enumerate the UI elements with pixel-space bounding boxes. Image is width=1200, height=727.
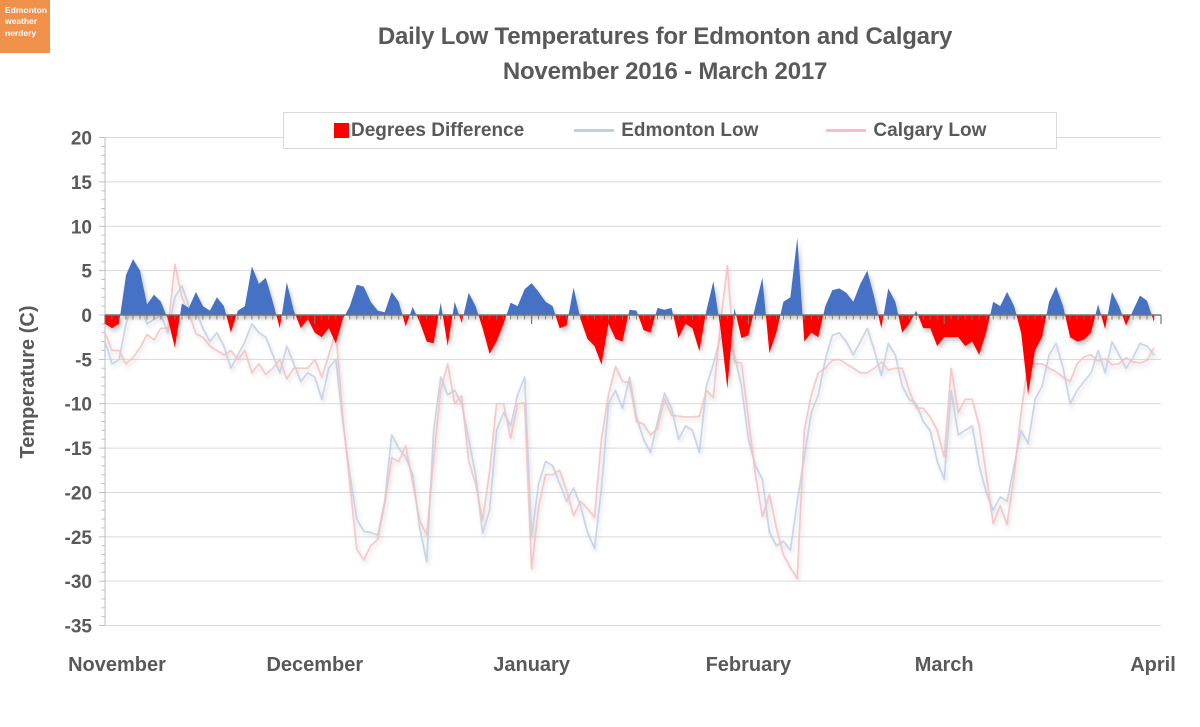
svg-text:March: March xyxy=(915,654,974,676)
svg-text:January: January xyxy=(493,654,571,676)
legend-item-edmonton-low: Edmonton Low xyxy=(574,120,758,142)
svg-text:-30: -30 xyxy=(65,572,92,593)
pink-line-legend-marker xyxy=(826,129,867,132)
svg-text:-35: -35 xyxy=(65,617,93,638)
edmonton-low-line xyxy=(104,284,1155,563)
svg-text:5: 5 xyxy=(81,262,92,283)
svg-text:20: 20 xyxy=(71,129,92,150)
svg-text:15: 15 xyxy=(71,173,93,194)
svg-text:-25: -25 xyxy=(65,528,93,549)
chart-title-line1: Daily Low Temperatures for Edmonton and … xyxy=(377,23,953,50)
svg-text:April: April xyxy=(1130,654,1176,676)
svg-text:February: February xyxy=(706,654,792,676)
y-axis xyxy=(99,137,106,626)
x-axis xyxy=(104,314,1162,324)
svg-text:-5: -5 xyxy=(75,350,92,371)
svg-text:-15: -15 xyxy=(65,439,93,460)
legend-label: Calgary Low xyxy=(873,119,987,141)
logo-line: weather xyxy=(5,16,38,27)
legend-item-calgary-low: Calgary Low xyxy=(826,120,986,142)
legend-label: Degrees Difference xyxy=(351,119,525,141)
svg-text:December: December xyxy=(266,654,363,676)
svg-text:-20: -20 xyxy=(65,484,92,505)
gridlines xyxy=(105,137,1161,627)
svg-text:November: November xyxy=(68,654,166,676)
red-square-legend-marker xyxy=(334,123,349,138)
x-tick-labels: November December January February March Apri… xyxy=(68,654,1176,676)
chart-title-line2: November 2016 - March 2017 xyxy=(502,58,828,85)
degrees-difference-area xyxy=(105,237,1154,395)
blue-line-legend-marker xyxy=(574,129,615,132)
svg-text:0: 0 xyxy=(81,306,92,327)
chart-legend: Degrees Difference Edmonton Low Calgary … xyxy=(283,112,1057,149)
logo-line: nerdery xyxy=(5,27,37,38)
legend-label: Edmonton Low xyxy=(621,119,759,141)
logo-line: Edmonton xyxy=(5,5,48,15)
legend-item-degrees-difference: Degrees Difference xyxy=(334,120,524,142)
chart-title: Daily Low Temperatures for Edmonton and … xyxy=(150,19,1180,89)
calgary-low-line xyxy=(104,263,1155,580)
daily-low-lines xyxy=(104,263,1155,580)
y-tick-labels: 20 15 10 5 0 -5 -10 -15 -20 -25 -30 -35 xyxy=(65,129,93,638)
edmonton-weather-nerdery-logo: Edmonton weather nerdery xyxy=(0,0,50,53)
svg-text:-10: -10 xyxy=(65,395,92,416)
svg-text:10: 10 xyxy=(71,217,92,238)
